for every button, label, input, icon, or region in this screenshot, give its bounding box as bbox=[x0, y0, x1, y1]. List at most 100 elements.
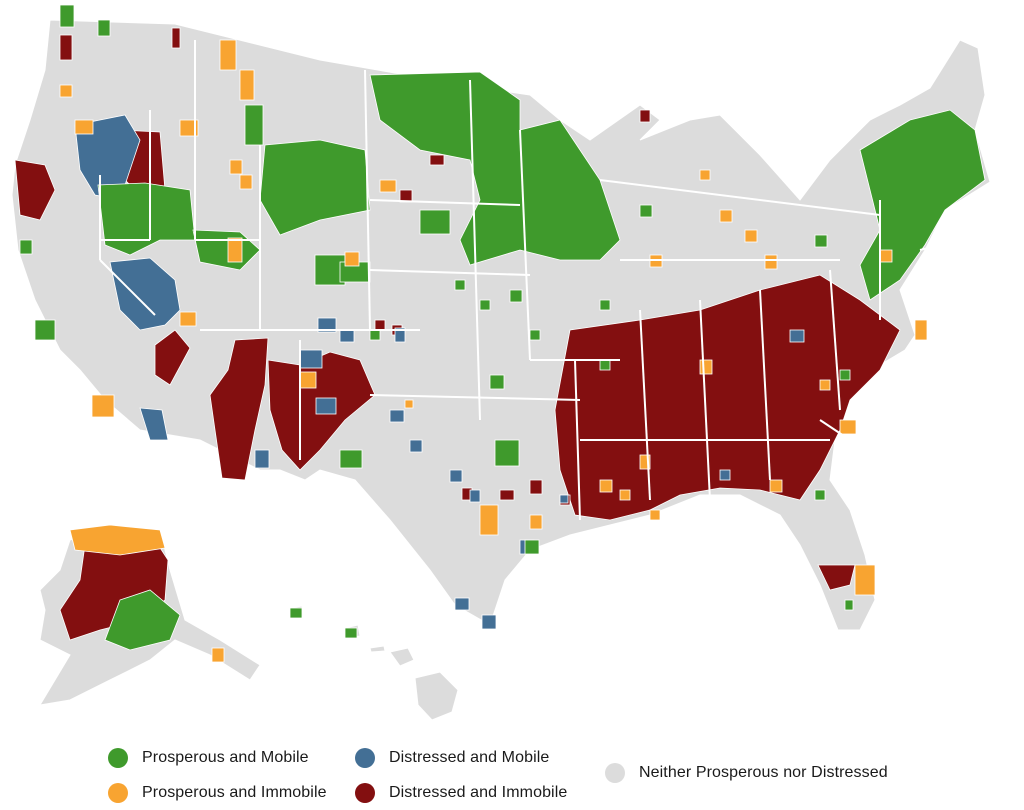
state-border-line bbox=[519, 129, 531, 361]
county-block bbox=[404, 399, 414, 409]
county-block bbox=[879, 249, 893, 263]
county-block bbox=[559, 494, 569, 504]
county-cluster bbox=[209, 337, 269, 481]
county-map bbox=[11, 4, 991, 721]
county-block bbox=[449, 469, 463, 483]
county-block bbox=[529, 329, 541, 341]
county-block bbox=[764, 254, 778, 270]
legend-label: Prosperous and Immobile bbox=[142, 784, 327, 801]
county-cluster bbox=[97, 182, 196, 256]
county-block bbox=[639, 204, 653, 218]
legend-item-neither: Neither Prosperous nor Distressed bbox=[605, 760, 888, 786]
county-cluster bbox=[14, 159, 56, 221]
county-block bbox=[839, 369, 851, 381]
state-border-line bbox=[574, 359, 581, 521]
county-block bbox=[59, 84, 73, 98]
state-border-line bbox=[829, 269, 841, 411]
state-border-line bbox=[639, 309, 651, 501]
county-cluster bbox=[369, 71, 621, 266]
county-block bbox=[814, 234, 828, 248]
county-block bbox=[171, 27, 181, 49]
county-block bbox=[344, 627, 358, 639]
gray-dot-icon bbox=[605, 763, 625, 783]
county-block bbox=[719, 209, 733, 223]
orange-dot-icon bbox=[108, 783, 128, 803]
county-block bbox=[619, 489, 631, 501]
us-county-map-svg bbox=[11, 4, 991, 721]
legend-item-prosperous-mobile: Prosperous and Mobile bbox=[108, 745, 309, 771]
county-cluster bbox=[109, 257, 181, 331]
county-cluster bbox=[139, 407, 169, 441]
county-block bbox=[244, 104, 264, 146]
county-cluster bbox=[259, 139, 371, 236]
county-block bbox=[699, 359, 713, 375]
county-block bbox=[599, 479, 613, 493]
county-block bbox=[524, 539, 540, 555]
county-block bbox=[374, 319, 386, 331]
county-block bbox=[479, 299, 491, 311]
county-block bbox=[239, 69, 255, 101]
county-block bbox=[229, 159, 243, 175]
legend-item-distressed-mobile: Distressed and Mobile bbox=[355, 745, 549, 771]
county-block bbox=[769, 479, 783, 493]
hawaii-big-island bbox=[414, 671, 459, 721]
county-block bbox=[91, 394, 115, 418]
county-block bbox=[814, 489, 826, 501]
legend-item-distressed-immobile: Distressed and Immobile bbox=[355, 780, 567, 806]
county-block bbox=[227, 237, 243, 263]
state-border-line bbox=[369, 199, 521, 206]
county-block bbox=[299, 371, 317, 389]
state-borders bbox=[99, 40, 961, 521]
county-block bbox=[409, 439, 423, 453]
county-cluster bbox=[859, 109, 986, 301]
county-block bbox=[369, 329, 381, 341]
county-block bbox=[219, 39, 237, 71]
county-block bbox=[494, 439, 520, 467]
county-block bbox=[599, 359, 611, 371]
county-block bbox=[719, 469, 731, 481]
state-border-line bbox=[919, 239, 961, 251]
legend-label: Prosperous and Mobile bbox=[142, 749, 309, 766]
county-block bbox=[239, 174, 253, 190]
legend-item-prosperous-immobile: Prosperous and Immobile bbox=[108, 780, 327, 806]
county-block bbox=[97, 19, 111, 37]
county-block bbox=[317, 317, 337, 333]
county-block bbox=[914, 319, 928, 341]
county-block bbox=[59, 4, 75, 28]
county-block bbox=[479, 504, 499, 536]
county-block bbox=[211, 647, 225, 663]
county-cluster bbox=[69, 524, 166, 556]
county-block bbox=[179, 311, 197, 327]
county-block bbox=[429, 154, 445, 166]
legend-label: Neither Prosperous nor Distressed bbox=[639, 764, 888, 781]
county-block bbox=[599, 299, 611, 311]
county-block bbox=[789, 329, 805, 343]
county-block bbox=[339, 329, 355, 343]
state-border-line bbox=[364, 69, 371, 331]
county-block bbox=[489, 374, 505, 390]
state-border-line bbox=[699, 299, 711, 501]
county-block bbox=[819, 379, 831, 391]
hawaii-maui bbox=[389, 647, 415, 667]
county-block bbox=[509, 289, 523, 303]
county-block bbox=[389, 409, 405, 423]
red-dot-icon bbox=[355, 783, 375, 803]
county-block bbox=[74, 119, 94, 135]
county-block bbox=[379, 179, 397, 193]
county-block bbox=[499, 489, 515, 501]
hawaii-molokai bbox=[369, 645, 386, 653]
county-block bbox=[639, 454, 651, 470]
county-block bbox=[529, 479, 543, 495]
legend-label: Distressed and Mobile bbox=[389, 749, 550, 766]
county-block bbox=[744, 229, 758, 243]
county-block bbox=[419, 209, 451, 235]
county-block bbox=[699, 169, 711, 181]
county-block bbox=[854, 564, 876, 596]
county-block bbox=[394, 327, 406, 343]
green-dot-icon bbox=[108, 748, 128, 768]
county-cluster bbox=[104, 589, 181, 651]
county-block bbox=[299, 349, 323, 369]
county-block bbox=[179, 119, 199, 137]
county-block bbox=[59, 34, 73, 61]
county-cluster bbox=[154, 329, 191, 386]
